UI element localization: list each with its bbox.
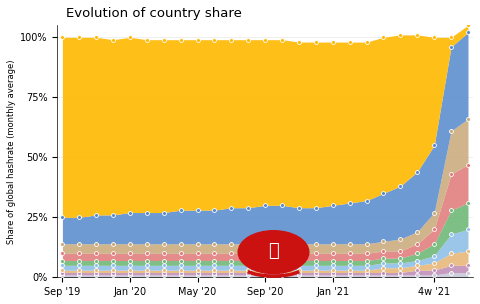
Y-axis label: Share of global hashrate (monthly average): Share of global hashrate (monthly averag… bbox=[7, 59, 16, 244]
Text: Evolution of country share: Evolution of country share bbox=[66, 7, 241, 20]
Text: ₿: ₿ bbox=[268, 242, 279, 260]
Circle shape bbox=[238, 231, 309, 274]
